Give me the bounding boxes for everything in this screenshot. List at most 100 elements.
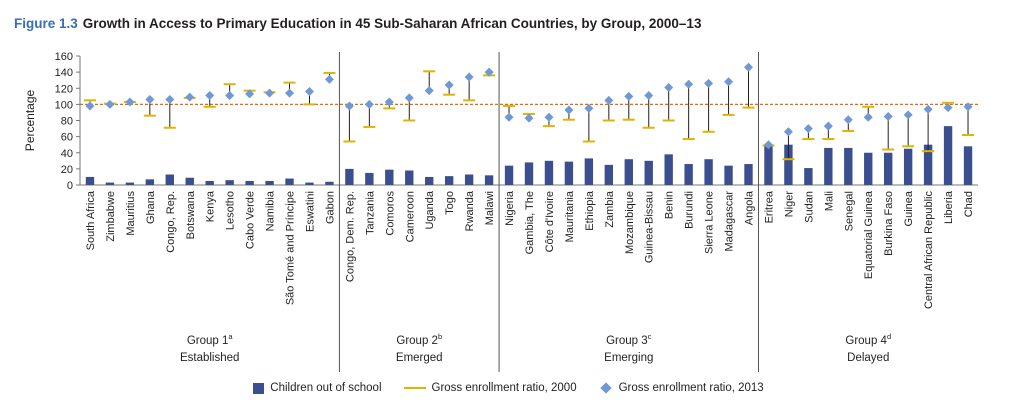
x-tick-label: Sudan	[803, 191, 815, 223]
marker-ger-2013	[245, 89, 255, 99]
marker-ger-2013	[684, 79, 694, 89]
bar-out-of-school	[943, 126, 953, 185]
bar-out-of-school	[844, 147, 853, 185]
x-tick-label: Malawi	[484, 191, 496, 225]
x-tick-label: Liberia	[943, 190, 955, 224]
y-tick-label: 100	[55, 99, 73, 111]
x-tick-label: Cabo Verde	[245, 191, 257, 249]
x-tick-label: Uganda	[424, 190, 436, 229]
legend-line-swatch	[403, 387, 426, 389]
x-tick-label: Ethiopia	[584, 190, 596, 231]
marker-ger-2013	[265, 88, 275, 98]
bar-out-of-school	[544, 160, 554, 185]
x-tick-label: Gabon	[324, 191, 336, 224]
bar-out-of-school	[504, 165, 514, 185]
bar-out-of-school	[684, 164, 693, 185]
marker-ger-2013	[843, 115, 853, 125]
marker-ger-2013	[903, 110, 913, 120]
chart-area: 0 20 40 60 80 100 120 140 160 Percentage Group 1a E…	[23, 51, 978, 372]
marker-ger-2013	[664, 82, 674, 92]
x-tick-label: Namibia	[265, 190, 277, 231]
legend-label-ger-2013: Gross enrollment ratio, 2013	[618, 382, 764, 394]
bar-out-of-school	[764, 144, 773, 185]
bar-out-of-school	[804, 168, 813, 185]
title-text: Growth in Access to Primary Education in…	[82, 16, 702, 31]
marker-ger-2013	[544, 112, 554, 122]
bar-out-of-school	[524, 162, 534, 185]
x-tick-label: Congo, Dem. Rep.	[344, 191, 356, 282]
marker-ger-2013	[444, 80, 454, 90]
x-tick-label: Nigeria	[504, 190, 516, 226]
marker-ger-2013	[783, 127, 793, 137]
marker-ger-2013	[324, 74, 334, 84]
figure-label: Figure 1.3	[14, 16, 78, 31]
x-tick-label: Burkina Faso	[883, 191, 895, 256]
marker-ger-2013	[744, 62, 754, 72]
x-tick-label: Côte d'Ivoire	[544, 191, 556, 252]
group-label: Group 4d	[845, 332, 891, 347]
x-tick-label: Comoros	[384, 191, 396, 236]
bar-out-of-school	[405, 170, 414, 185]
bar-out-of-school	[265, 180, 274, 185]
marker-ger-2013	[484, 67, 494, 77]
y-tick-label: 40	[61, 148, 73, 160]
marker-ger-2013	[185, 92, 195, 102]
bar-out-of-school	[724, 165, 733, 185]
x-tick-label: Tanzania	[364, 190, 376, 235]
marker-ger-2013	[863, 112, 873, 122]
bar-out-of-school	[644, 160, 653, 185]
x-tick-label: Mauritius	[125, 191, 137, 236]
legend-item-out-of-school: Children out of school	[253, 382, 382, 394]
bar-out-of-school	[365, 172, 374, 185]
bar-out-of-school	[564, 161, 574, 185]
marker-ger-2013	[803, 124, 813, 134]
bar-out-of-school	[444, 176, 454, 185]
marker-ger-2013	[384, 97, 394, 107]
bar-out-of-school	[205, 180, 214, 185]
bar-out-of-school	[744, 164, 753, 185]
bar-out-of-school	[903, 148, 913, 185]
marker-ger-2013	[364, 99, 374, 109]
y-tick-label: 80	[61, 116, 73, 128]
bar-out-of-school	[923, 144, 933, 185]
bar-out-of-school	[125, 182, 135, 185]
legend: Children out of school Gross enrollment …	[0, 382, 1017, 394]
y-tick-label: 120	[55, 83, 73, 95]
bar-out-of-school	[824, 147, 833, 185]
marker-ger-2013	[304, 86, 314, 96]
marker-ger-2013	[584, 103, 594, 113]
bar-out-of-school	[704, 159, 713, 185]
marker-ger-2013	[145, 95, 155, 105]
x-tick-label: Eritrea	[763, 190, 775, 223]
bar-out-of-school	[225, 180, 234, 185]
x-tick-label: Kenya	[205, 190, 217, 222]
marker-ger-2013	[424, 86, 434, 96]
x-tick-label: Chad	[963, 191, 975, 217]
legend-label-out-of-school: Children out of school	[270, 382, 382, 394]
marker-ger-2013	[564, 105, 574, 115]
marker-ger-2013	[963, 102, 973, 112]
x-tick-label: Guinea	[903, 190, 915, 226]
x-tick-label: Eswatini	[304, 191, 316, 232]
group-sublabel: Delayed	[847, 352, 889, 364]
y-axis-title: Percentage	[23, 89, 37, 151]
bar-out-of-school	[664, 154, 673, 185]
group-sublabel: Emerging	[604, 352, 653, 364]
y-tick-label: 20	[61, 164, 73, 176]
x-tick-label: Cameroon	[404, 191, 416, 242]
legend-diamond-swatch	[599, 382, 612, 394]
marker-ger-2013	[225, 91, 235, 101]
group-label: Group 3c	[606, 332, 652, 347]
bar-out-of-school	[85, 176, 95, 185]
bar-out-of-school	[185, 177, 194, 185]
legend-label-ger-2000: Gross enrollment ratio, 2000	[431, 382, 577, 394]
bar-out-of-school	[385, 169, 394, 185]
marker-ger-2013	[724, 77, 734, 87]
bar-out-of-school	[165, 174, 174, 185]
marker-ger-2013	[943, 103, 953, 113]
x-tick-label: Guinea-Bissau	[644, 191, 656, 263]
marker-ger-2013	[125, 97, 135, 107]
bar-out-of-school	[464, 174, 474, 185]
x-tick-label: Equatorial Guinea	[863, 190, 875, 279]
marker-ger-2013	[205, 91, 215, 101]
